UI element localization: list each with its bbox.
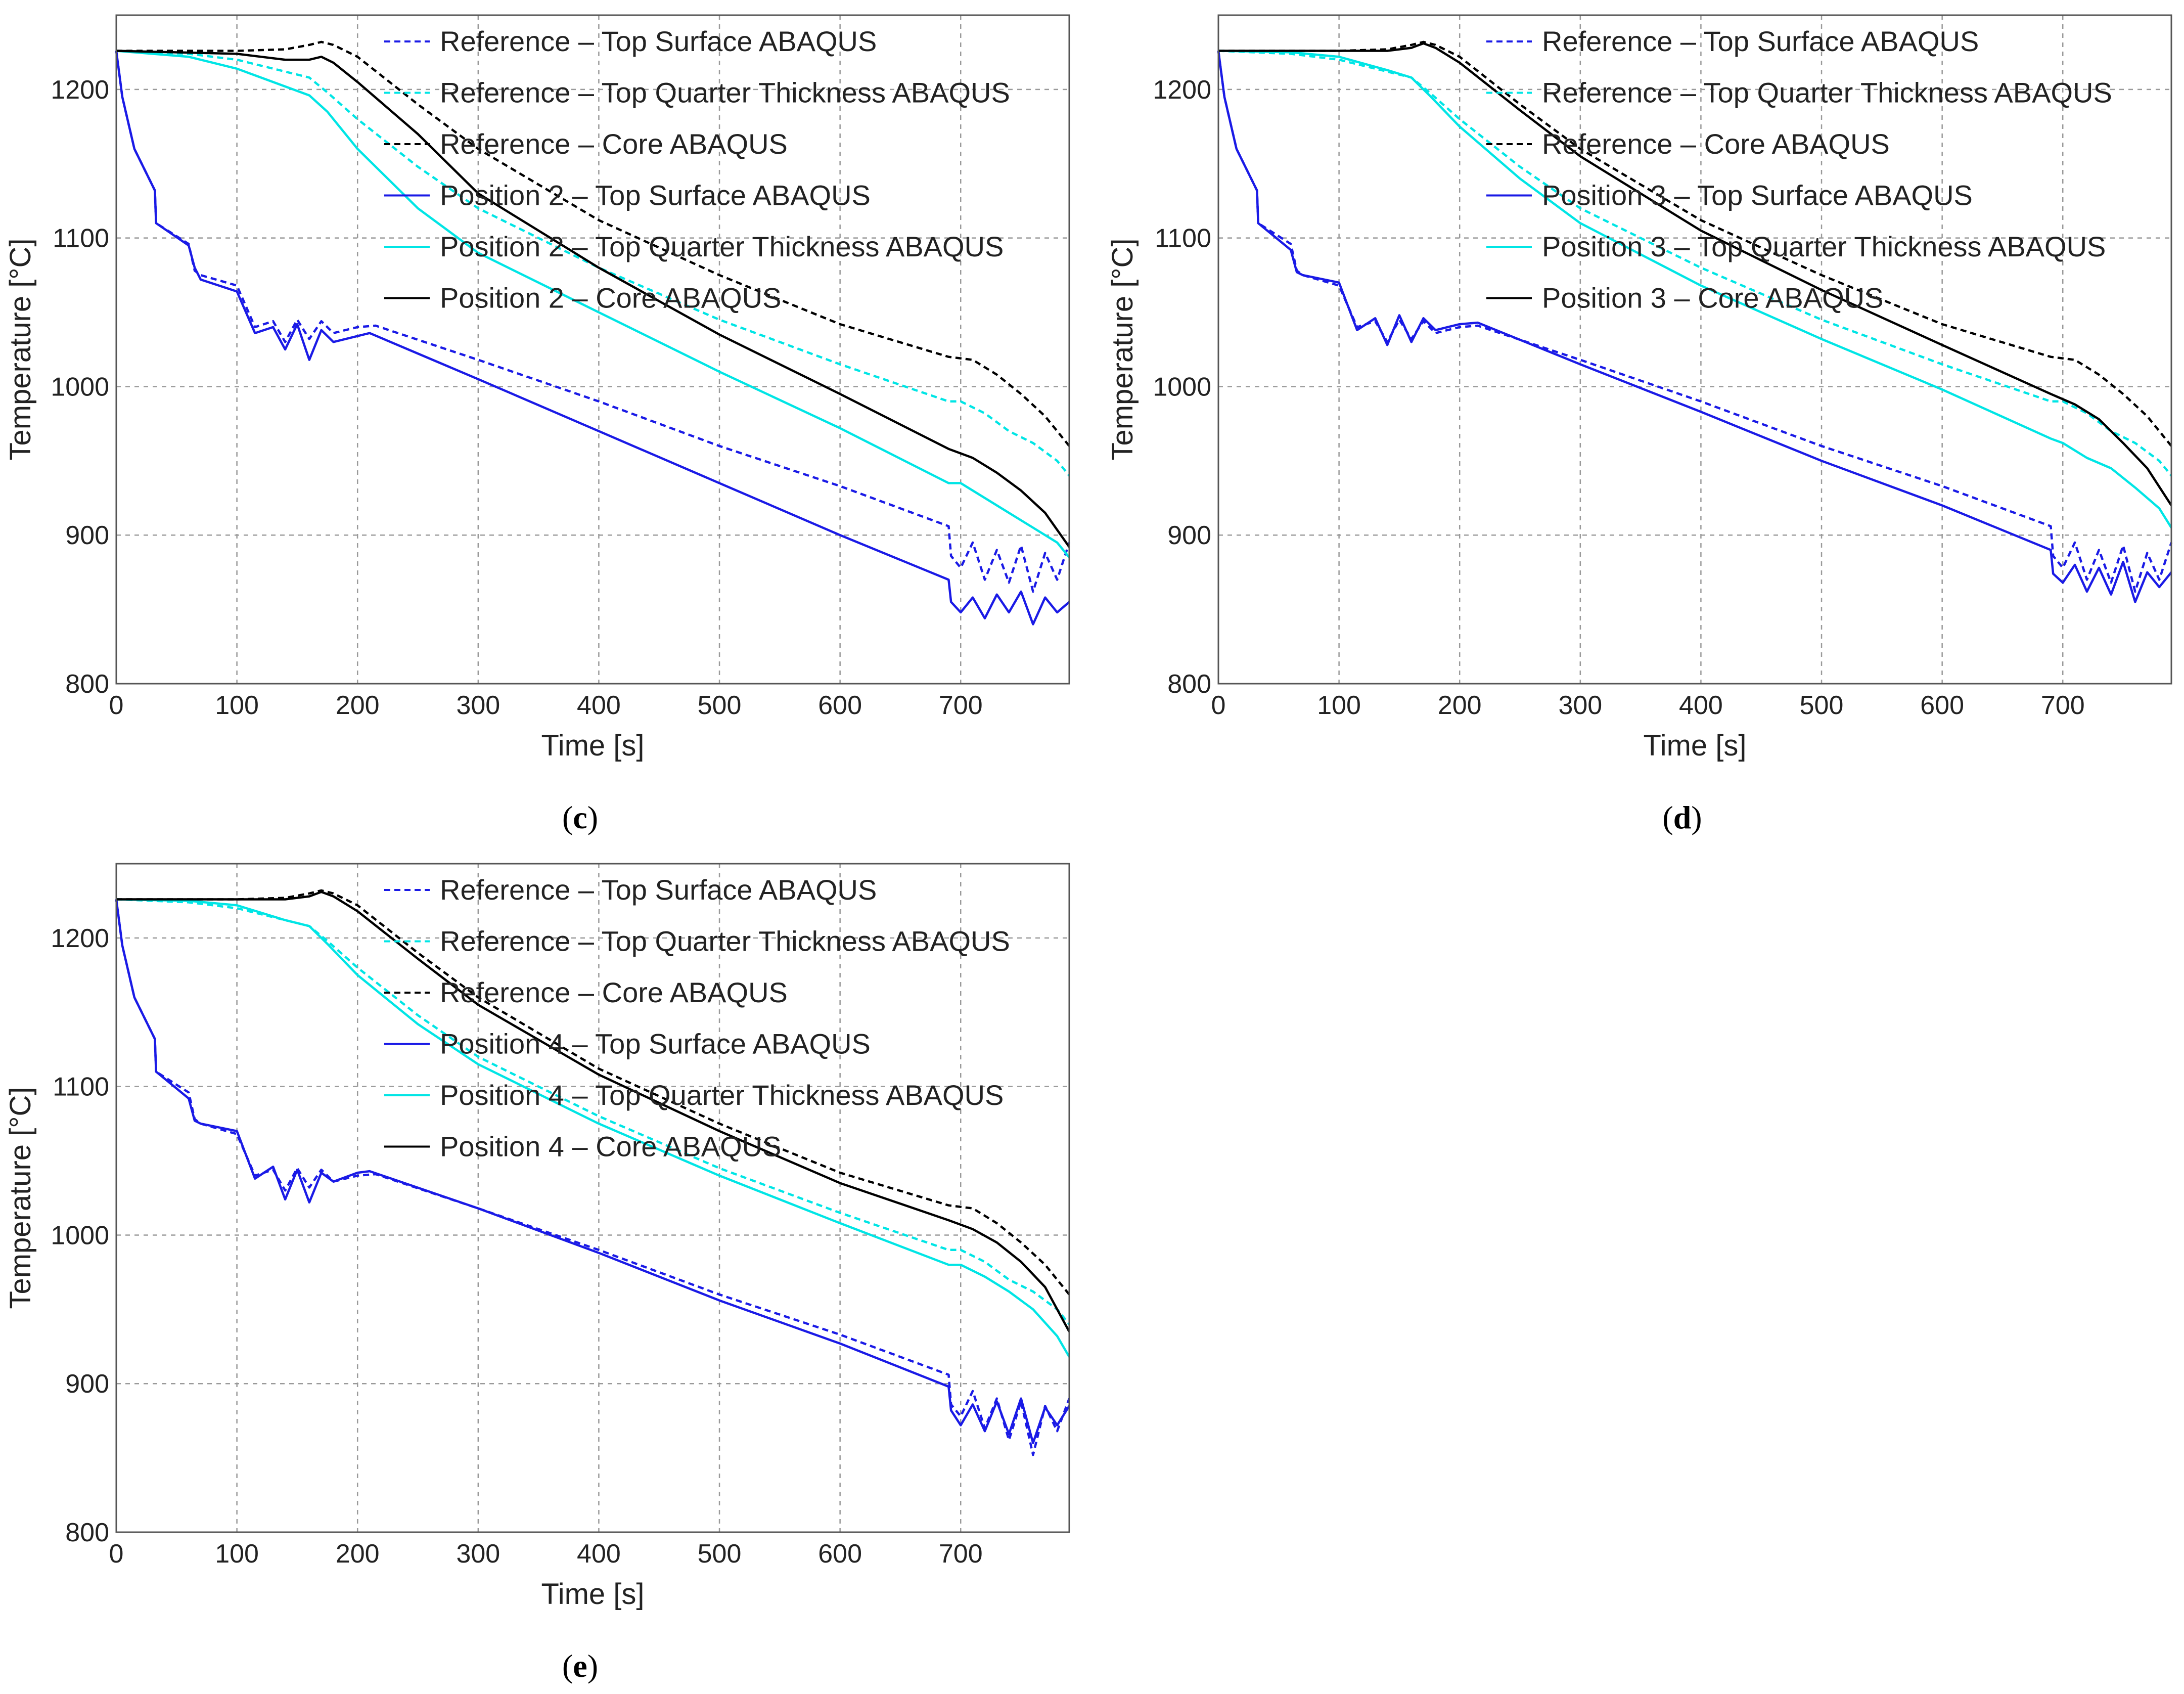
plot-area <box>1218 15 2171 684</box>
y-tick-label: 900 <box>65 521 109 550</box>
legend-label-1: Reference – Top Quarter Thickness ABAQUS <box>440 925 1010 957</box>
y-tick-label: 800 <box>65 670 109 699</box>
y-tick-label: 1000 <box>51 372 109 402</box>
chart-panel-e: 0 100 200 300 400 500 600 700 800 900 1000 1100 1200… <box>4 863 1071 1684</box>
x-tick-label: 500 <box>1800 691 1844 720</box>
plot-area <box>116 864 1069 1532</box>
y-axis-label: Temperature [°C] <box>1106 238 1139 460</box>
y-tick-label: 1100 <box>53 224 109 253</box>
legend-label-0: Reference – Top Surface ABAQUS <box>440 25 877 57</box>
series-line-reference-2 <box>116 889 1070 1296</box>
x-tick-label: 400 <box>1679 691 1723 720</box>
x-tick-label: 700 <box>939 1539 983 1569</box>
legend-label-1: Reference – Top Quarter Thickness ABAQUS <box>1542 77 2112 109</box>
y-tick-label: 1100 <box>1155 224 1211 253</box>
x-tick-label: 200 <box>336 1539 380 1569</box>
legend-label-2: Reference – Core ABAQUS <box>440 128 788 160</box>
series-line-position-4 <box>116 50 1070 558</box>
x-tick-label: 500 <box>698 1539 742 1569</box>
y-axis-label: Temperature [°C] <box>4 1087 37 1309</box>
legend-label-0: Reference – Top Surface ABAQUS <box>440 874 877 906</box>
legend-label-3: Position 4 – Top Surface ABAQUS <box>440 1028 871 1060</box>
legend-label-5: Position 3 – Core ABAQUS <box>1542 282 1883 314</box>
y-tick-label: 1100 <box>53 1073 109 1102</box>
plot-frame <box>115 14 1070 685</box>
x-tick-label: 200 <box>336 691 380 720</box>
legend-label-5: Position 4 – Core ABAQUS <box>440 1131 781 1163</box>
series-line-position-5 <box>116 890 1070 1332</box>
x-tick-label: 600 <box>1920 691 1964 720</box>
x-tick-label: 300 <box>1558 691 1602 720</box>
y-tick-label: 1200 <box>1153 75 1211 105</box>
x-tick-label: 400 <box>577 691 621 720</box>
chart-panel-d: 0 100 200 300 400 500 600 700 800 900 1000 1100 1200… <box>1106 14 2173 835</box>
legend-label-2: Reference – Core ABAQUS <box>1542 128 1890 160</box>
x-tick-label: 0 <box>109 691 124 720</box>
panel-caption-letter: e <box>573 1648 587 1684</box>
plot-area <box>116 15 1069 684</box>
x-axis-label: Time [s] <box>1643 729 1746 762</box>
legend-label-4: Position 2 – Top Quarter Thickness ABAQU… <box>440 231 1004 262</box>
x-tick-label: 0 <box>109 1539 124 1569</box>
plot-frame <box>115 863 1070 1533</box>
panel-caption-letter: d <box>1673 799 1692 835</box>
series-line-position-5 <box>1218 42 2172 506</box>
series-line-reference-2 <box>1218 40 2172 447</box>
y-tick-label: 1000 <box>51 1221 109 1250</box>
series-line-reference-2 <box>116 40 1070 447</box>
series-line-position-3 <box>115 899 1070 1444</box>
x-tick-label: 200 <box>1438 691 1482 720</box>
chart-panel-c: 0 100 200 300 400 500 600 700 800 900 1000 1100 1200… <box>4 14 1071 835</box>
x-tick-label: 100 <box>1317 691 1361 720</box>
x-tick-label: 600 <box>818 691 862 720</box>
y-tick-label: 1000 <box>1153 372 1211 402</box>
x-tick-label: 100 <box>215 691 259 720</box>
panel-caption: (e) <box>562 1648 598 1684</box>
legend-label-2: Reference – Core ABAQUS <box>440 976 788 1008</box>
series-line-position-5 <box>116 50 1070 548</box>
series-line-reference-0 <box>115 51 1071 593</box>
x-tick-label: 500 <box>698 691 742 720</box>
legend-label-4: Position 3 – Top Quarter Thickness ABAQU… <box>1542 231 2106 262</box>
y-tick-label: 800 <box>65 1518 109 1547</box>
y-tick-label: 900 <box>65 1369 109 1399</box>
y-tick-label: 1200 <box>51 924 109 953</box>
panel-caption-letter: c <box>573 799 587 835</box>
panel-caption: (d) <box>1662 799 1702 835</box>
x-tick-label: 700 <box>939 691 983 720</box>
plot-frame <box>1217 14 2172 685</box>
legend-label-4: Position 4 – Top Quarter Thickness ABAQU… <box>440 1079 1004 1111</box>
legend-label-1: Reference – Top Quarter Thickness ABAQUS <box>440 77 1010 109</box>
series-line-position-4 <box>116 898 1070 1358</box>
x-tick-label: 400 <box>577 1539 621 1569</box>
series-line-position-4 <box>1218 50 2172 528</box>
series-line-reference-0 <box>1217 51 2173 593</box>
y-tick-label: 900 <box>1167 521 1211 550</box>
x-axis-label: Time [s] <box>541 729 644 762</box>
legend-label-0: Reference – Top Surface ABAQUS <box>1542 25 1979 57</box>
x-tick-label: 300 <box>456 691 500 720</box>
x-tick-label: 300 <box>456 1539 500 1569</box>
legend-label-3: Position 3 – Top Surface ABAQUS <box>1542 180 1973 211</box>
y-axis-label: Temperature [°C] <box>4 238 37 460</box>
legend-label-5: Position 2 – Core ABAQUS <box>440 282 781 314</box>
y-tick-label: 800 <box>1167 670 1211 699</box>
panel-caption: (c) <box>562 799 598 835</box>
series-line-reference-0 <box>115 899 1071 1456</box>
x-tick-label: 100 <box>215 1539 259 1569</box>
x-tick-label: 600 <box>818 1539 862 1569</box>
series-line-position-3 <box>115 51 1070 626</box>
legend-label-3: Position 2 – Top Surface ABAQUS <box>440 180 871 211</box>
x-tick-label: 700 <box>2041 691 2085 720</box>
x-tick-label: 0 <box>1211 691 1226 720</box>
series-line-position-3 <box>1217 51 2172 603</box>
x-axis-label: Time [s] <box>541 1578 644 1611</box>
y-tick-label: 1200 <box>51 75 109 105</box>
